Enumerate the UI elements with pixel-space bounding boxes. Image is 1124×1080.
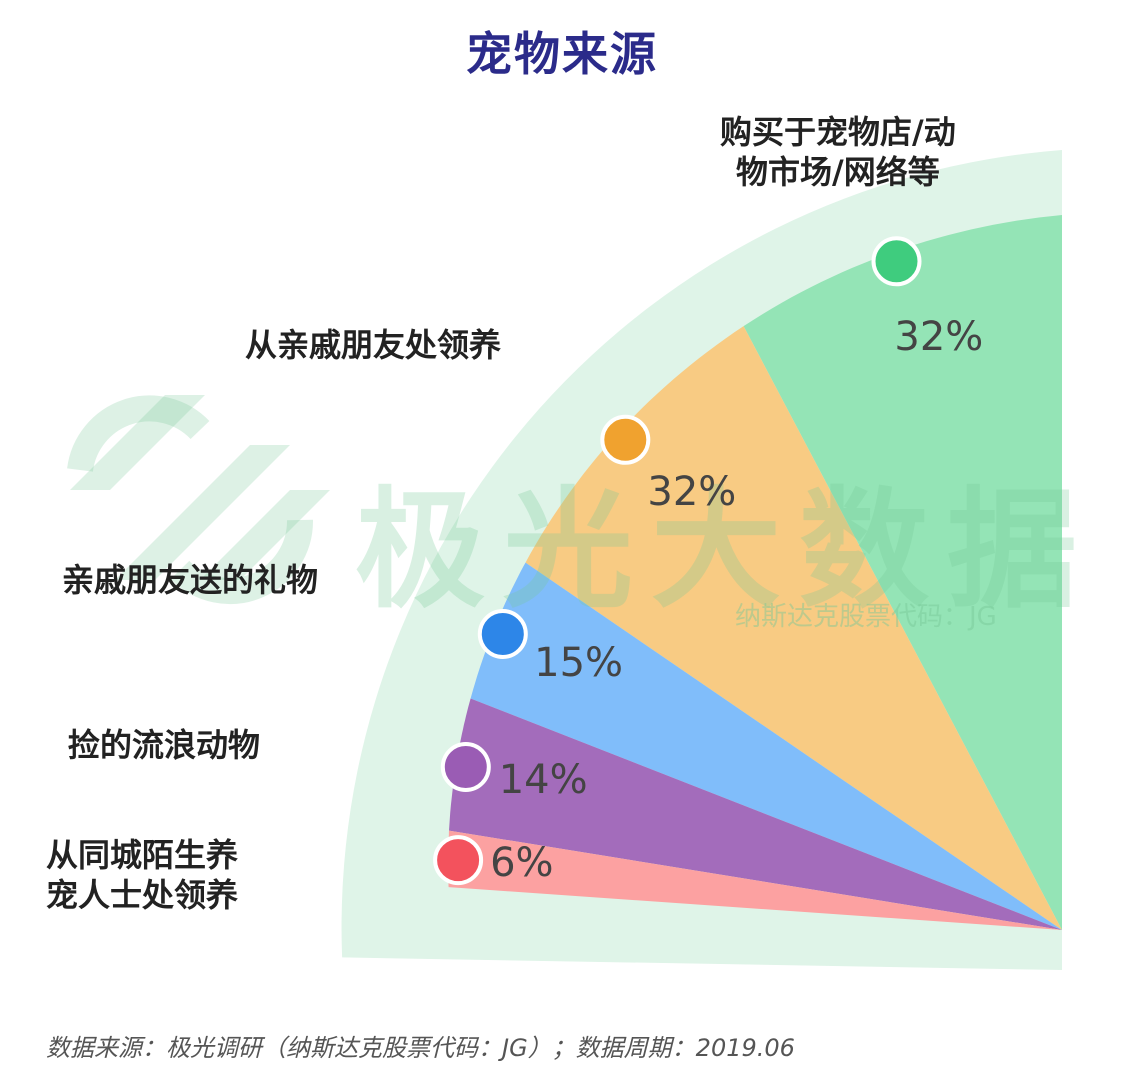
watermark-text: 极光大数据 [355,474,1096,626]
watermark-subtext: 纳斯达克股票代码：JG [735,602,997,632]
category-label-2: 从亲戚朋友处领养 [245,325,501,365]
category-label-line: 从亲戚朋友处领养 [245,326,502,364]
category-label-line: 购买于宠物店/动 [720,113,956,151]
pie-slice-1 [743,215,1062,930]
slice-marker-dot-5 [433,835,484,886]
jiguang-logo-icon [67,395,330,605]
category-label-line: 亲戚朋友送的礼物 [62,561,319,599]
value-label-4: 14% [498,757,588,804]
value-label-3: 15% [534,639,624,686]
pie-slice-2 [525,326,1062,931]
category-label-line: 从同城陌生养 [46,836,239,874]
value-label-1: 32% [894,314,984,361]
slice-marker-dot-4 [440,742,491,792]
pie-slice-5 [448,830,1062,930]
category-label-3: 亲戚朋友送的礼物 [62,560,318,600]
slice-marker-dot-2 [600,414,651,465]
category-label-5: 从同城陌生养 宠人士处领养 [46,835,238,915]
slice-marker-dot-3 [477,609,528,659]
value-label-2: 32% [647,468,737,515]
category-label-line: 物市场/网络等 [736,153,940,191]
pie-slice-4 [449,698,1062,930]
category-label-1: 购买于宠物店/动 物市场/网络等 [720,112,956,192]
value-label-5: 6% [490,839,554,886]
chart-title: 宠物来源 [466,27,658,81]
category-label-4: 捡的流浪动物 [68,725,260,765]
category-label-line: 宠人士处领养 [46,876,239,914]
slice-marker-dot-1 [871,236,922,287]
source-note: 数据来源：极光调研（纳斯达克股票代码：JG）；数据周期：2019.06 [46,1034,795,1062]
pie-slice-3 [470,562,1063,930]
category-label-line: 捡的流浪动物 [68,726,261,764]
